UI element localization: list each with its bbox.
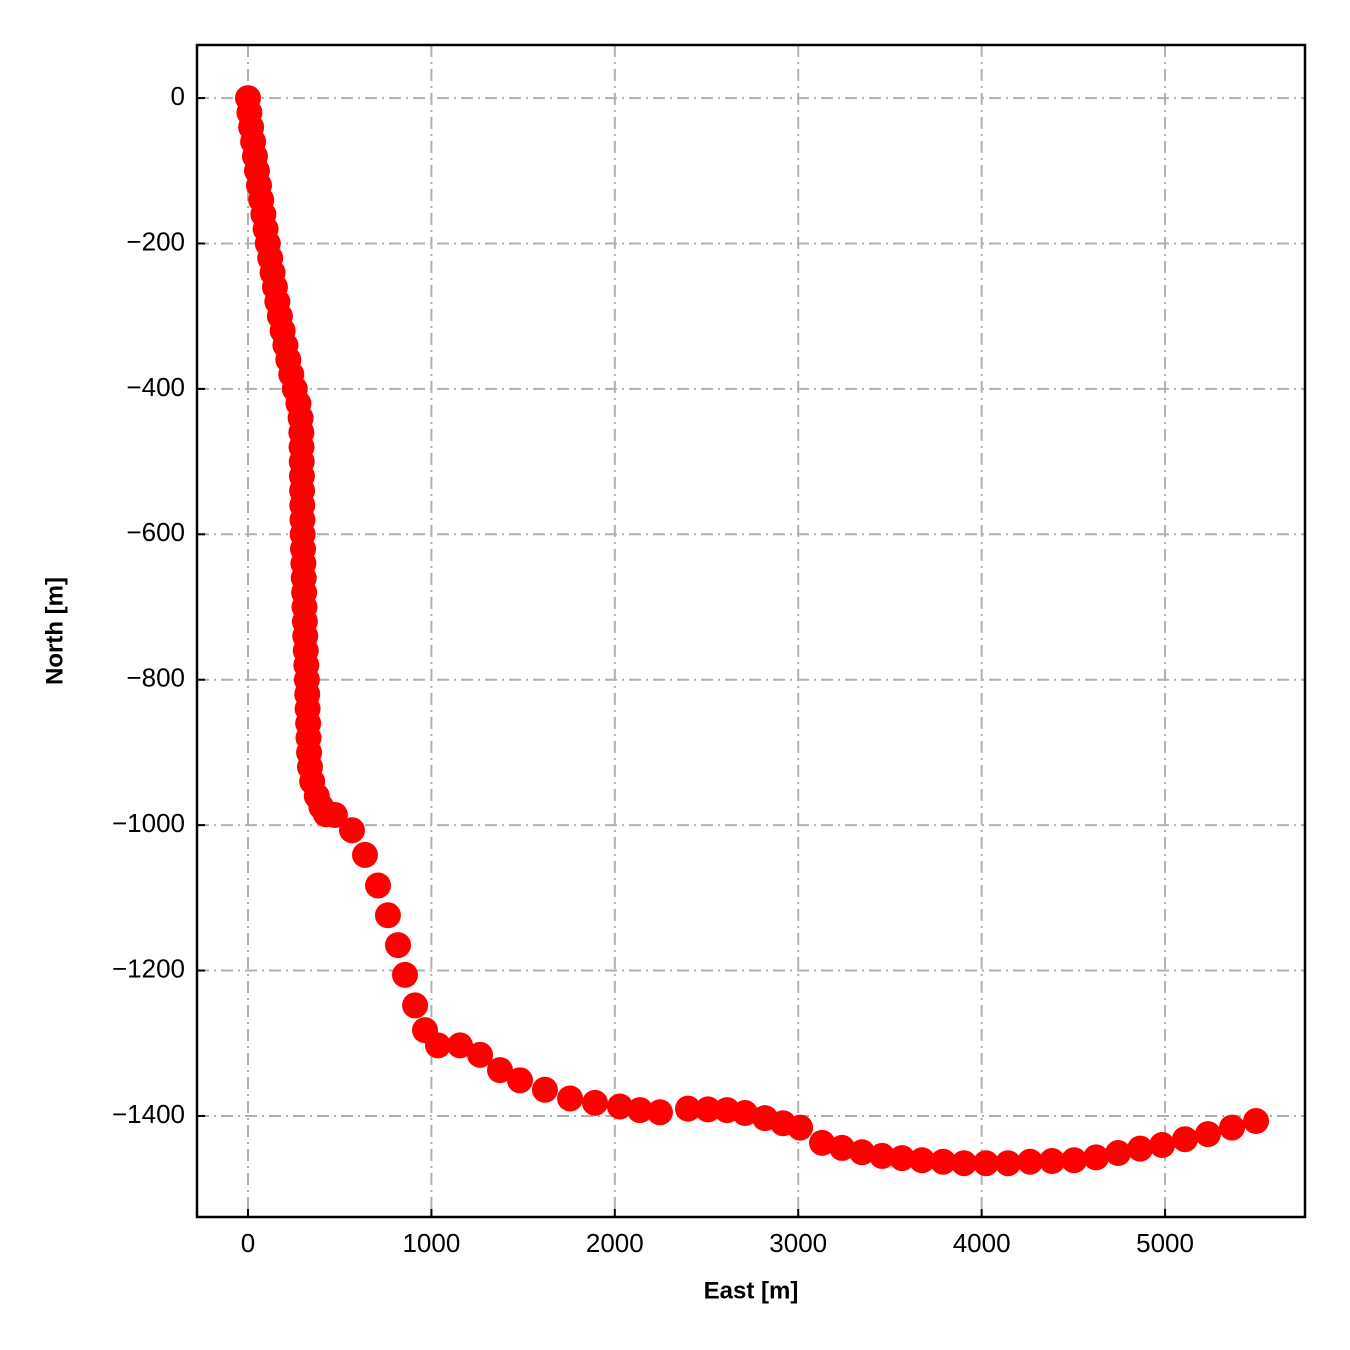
point: [321, 801, 348, 828]
point: [1149, 1132, 1176, 1159]
y-tick-label: −800: [126, 663, 185, 693]
y-tick-label: −1000: [112, 808, 185, 838]
y-tick-label: −1200: [112, 953, 185, 983]
point: [338, 817, 365, 844]
x-tick-label: 0: [241, 1228, 255, 1258]
y-tick-label: −1400: [112, 1099, 185, 1129]
point: [447, 1032, 474, 1059]
point: [1017, 1148, 1044, 1175]
x-tick-label: 3000: [769, 1228, 827, 1258]
point: [930, 1148, 957, 1175]
y-tick-label: 0: [171, 81, 185, 111]
x-tick-label: 4000: [953, 1228, 1011, 1258]
point: [1083, 1144, 1110, 1171]
point: [391, 961, 418, 988]
point: [1039, 1148, 1066, 1175]
x-tick-label: 5000: [1136, 1228, 1194, 1258]
point: [1219, 1114, 1246, 1141]
point: [1127, 1135, 1154, 1162]
plot-frame: [195, 43, 1307, 1219]
point: [995, 1150, 1022, 1177]
point: [402, 992, 429, 1019]
point: [606, 1093, 633, 1120]
point: [352, 841, 379, 868]
x-tick-label: 2000: [586, 1228, 644, 1258]
point: [869, 1142, 896, 1169]
point: [1194, 1121, 1221, 1148]
x-axis-label: East [m]: [704, 1277, 799, 1304]
y-tick-label: −200: [126, 226, 185, 256]
point: [909, 1147, 936, 1174]
y-tick-label: −400: [126, 372, 185, 402]
point: [1105, 1140, 1132, 1167]
y-axis-label: North [m]: [41, 577, 68, 685]
point: [849, 1139, 876, 1166]
point: [809, 1129, 836, 1156]
point: [1061, 1147, 1088, 1174]
point: [1172, 1126, 1199, 1153]
point: [374, 902, 401, 929]
point: [732, 1100, 759, 1127]
point: [582, 1089, 609, 1116]
point: [1243, 1108, 1270, 1135]
point: [889, 1145, 916, 1172]
point: [365, 872, 392, 899]
point: [829, 1134, 856, 1161]
point: [385, 932, 412, 959]
point: [626, 1097, 653, 1124]
point: [531, 1076, 558, 1103]
point: [674, 1095, 701, 1122]
point: [467, 1041, 494, 1068]
point: [951, 1150, 978, 1177]
point: [425, 1032, 452, 1059]
point: [973, 1150, 1000, 1177]
y-tick-label: −600: [126, 517, 185, 547]
point: [646, 1099, 673, 1126]
point: [506, 1067, 533, 1094]
point: [694, 1096, 721, 1123]
point: [486, 1057, 513, 1084]
x-tick-label: 1000: [402, 1228, 460, 1258]
point: [557, 1085, 584, 1112]
point: [787, 1114, 814, 1141]
